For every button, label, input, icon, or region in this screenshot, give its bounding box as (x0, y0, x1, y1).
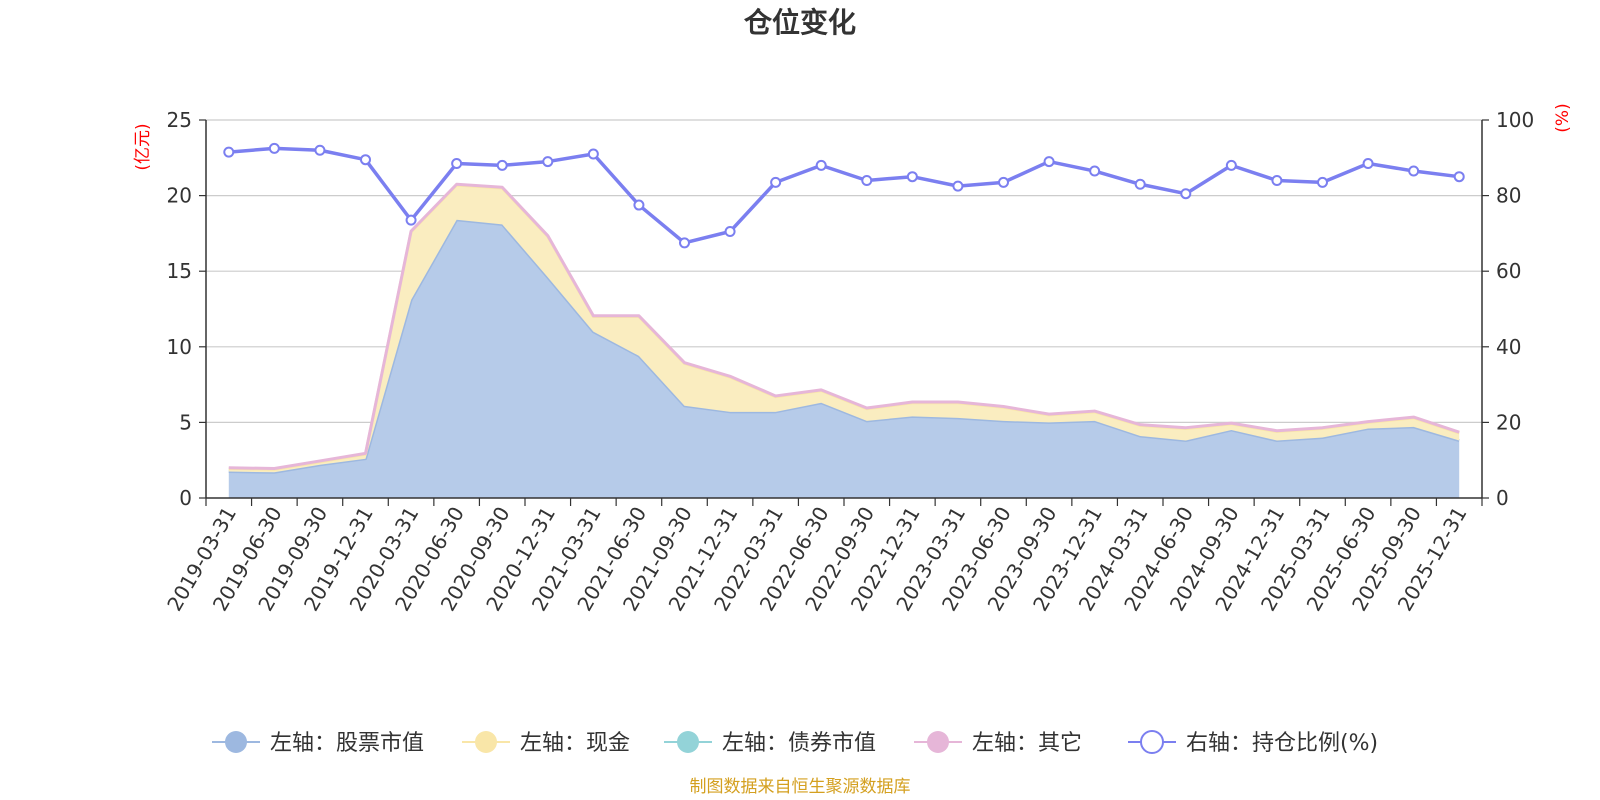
legend-label-0: 左轴：股票市值 (270, 731, 424, 756)
legend-label-4: 右轴：持仓比例(%) (1186, 731, 1378, 756)
right-axis-tick-label: 0 (1496, 486, 1509, 510)
area-series (228, 182, 1460, 499)
chart-title: 仓位变化 (744, 6, 856, 39)
ratio-point (906, 171, 918, 183)
area-0 (228, 219, 1460, 499)
left-axis-tick-label: 0 (179, 486, 192, 510)
right-axis-tick-label: 20 (1496, 410, 1521, 434)
ratio-point (815, 159, 827, 171)
ratio-point (405, 214, 417, 226)
ratio-point (587, 148, 599, 160)
ratio-point (1317, 176, 1328, 188)
ratio-point (1043, 156, 1055, 168)
ratio-point (1362, 157, 1374, 169)
ratio-point (1134, 178, 1146, 190)
ratio-point (268, 142, 280, 154)
ratio-point (496, 159, 508, 171)
ratio-point (861, 174, 873, 186)
data-source-note: 制图数据来自恒生聚源数据库 (690, 777, 911, 797)
area-1 (228, 185, 1460, 473)
legend-marker-0 (225, 731, 247, 753)
right-axis-tick-label: 60 (1496, 259, 1521, 283)
ratio-point (679, 237, 690, 249)
legend-marker-4 (1140, 730, 1164, 754)
legend-marker-3 (927, 731, 949, 753)
legend-label-2: 左轴：债券市值 (722, 731, 876, 756)
ratio-line (228, 146, 1460, 245)
left-axis-unit: (亿元) (133, 123, 153, 170)
legend-marker-1 (475, 731, 497, 753)
ratio-point (770, 176, 782, 188)
ratio-point (1408, 165, 1420, 177)
ratio-point (724, 226, 736, 238)
ratio-point (1180, 188, 1192, 200)
ratio-point (542, 156, 554, 168)
ratio-point (1453, 171, 1465, 183)
legend-label-1: 左轴：现金 (520, 731, 630, 756)
left-axis-tick-label: 10 (167, 335, 192, 359)
ratio-point (223, 146, 235, 158)
ratio-point (952, 180, 964, 192)
legend-marker-2 (677, 731, 699, 753)
ratio-point (1225, 159, 1237, 171)
ratio-point (998, 176, 1009, 188)
legend: 左轴：股票市值 左轴：现金 左轴：债券市值 左轴：其它 右轴：持仓比例(%) (212, 730, 1378, 756)
ratio-line-series (223, 142, 1465, 249)
right-axis-tick-label: 100 (1496, 108, 1534, 132)
ratio-point (1089, 165, 1101, 177)
ratio-point (451, 157, 463, 169)
ratio-point (633, 199, 645, 211)
axes: 05101520250204060801002019-03-312019-06-… (162, 108, 1534, 615)
area-edge-3 (228, 182, 1460, 471)
left-axis-tick-label: 15 (167, 259, 192, 283)
right-axis-tick-label: 80 (1496, 184, 1521, 208)
ratio-point (1271, 174, 1283, 186)
ratio-point (360, 154, 371, 166)
right-axis-unit: (%) (1553, 103, 1573, 132)
left-axis-tick-label: 5 (179, 410, 192, 434)
right-axis-tick-label: 40 (1496, 335, 1521, 359)
ratio-point (314, 144, 326, 156)
left-axis-tick-label: 20 (167, 184, 192, 208)
left-axis-tick-label: 25 (167, 108, 192, 132)
legend-label-3: 左轴：其它 (972, 731, 1082, 756)
